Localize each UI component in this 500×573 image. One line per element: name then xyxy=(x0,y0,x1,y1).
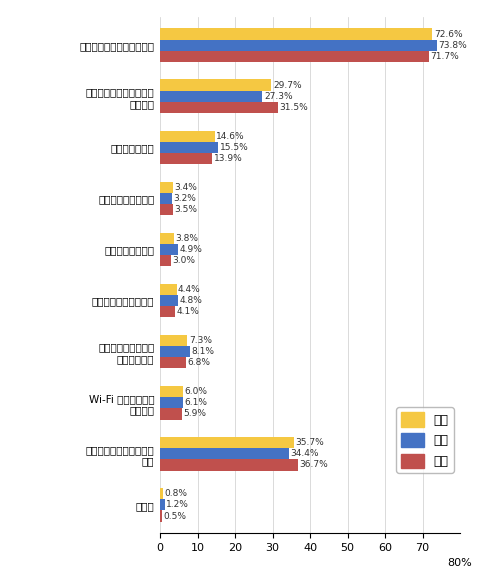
Text: 31.5%: 31.5% xyxy=(280,103,308,112)
Bar xyxy=(160,29,432,40)
Text: 6.0%: 6.0% xyxy=(184,387,207,396)
Bar xyxy=(160,409,182,419)
Text: 0.8%: 0.8% xyxy=(164,489,188,498)
Bar xyxy=(160,460,298,470)
Text: 4.4%: 4.4% xyxy=(178,285,201,294)
Bar xyxy=(160,193,172,204)
Text: 27.3%: 27.3% xyxy=(264,92,292,101)
Text: 4.8%: 4.8% xyxy=(180,296,203,305)
Bar xyxy=(160,182,173,193)
Text: 13.9%: 13.9% xyxy=(214,154,242,163)
Bar xyxy=(160,448,289,460)
Text: 3.8%: 3.8% xyxy=(176,234,199,243)
Text: 3.2%: 3.2% xyxy=(174,194,197,203)
Bar xyxy=(160,357,186,368)
Bar xyxy=(160,142,218,153)
Bar xyxy=(160,91,262,102)
Text: 80%: 80% xyxy=(448,558,472,568)
Text: 35.7%: 35.7% xyxy=(296,438,324,447)
Text: 3.4%: 3.4% xyxy=(174,183,197,192)
Bar xyxy=(160,233,174,244)
Text: 72.6%: 72.6% xyxy=(434,30,462,38)
Bar xyxy=(160,102,278,113)
Bar xyxy=(160,306,176,317)
Text: 6.1%: 6.1% xyxy=(184,398,208,407)
Text: 3.5%: 3.5% xyxy=(174,205,198,214)
Bar xyxy=(160,295,178,306)
Bar xyxy=(160,131,215,142)
Bar xyxy=(160,51,429,62)
Text: 15.5%: 15.5% xyxy=(220,143,248,152)
Bar xyxy=(160,255,171,266)
Text: 14.6%: 14.6% xyxy=(216,132,245,140)
Text: 6.8%: 6.8% xyxy=(187,358,210,367)
Bar xyxy=(160,386,182,397)
Bar xyxy=(160,511,162,521)
Bar xyxy=(160,40,437,51)
Bar xyxy=(160,437,294,448)
Text: 3.0%: 3.0% xyxy=(173,256,196,265)
Text: 5.9%: 5.9% xyxy=(184,410,206,418)
Bar xyxy=(160,80,272,91)
Text: 8.1%: 8.1% xyxy=(192,347,215,356)
Text: 4.9%: 4.9% xyxy=(180,245,203,254)
Bar xyxy=(160,397,183,409)
Text: 34.4%: 34.4% xyxy=(290,449,319,458)
Text: 73.8%: 73.8% xyxy=(438,41,467,50)
Text: 29.7%: 29.7% xyxy=(273,81,302,89)
Text: 0.5%: 0.5% xyxy=(164,512,186,520)
Bar xyxy=(160,204,173,215)
Text: 7.3%: 7.3% xyxy=(189,336,212,345)
Bar xyxy=(160,284,176,295)
Bar xyxy=(160,335,188,346)
Legend: 全体, 男性, 女性: 全体, 男性, 女性 xyxy=(396,407,454,473)
Bar xyxy=(160,244,178,255)
Bar xyxy=(160,153,212,164)
Text: 36.7%: 36.7% xyxy=(299,461,328,469)
Bar xyxy=(160,499,164,511)
Text: 1.2%: 1.2% xyxy=(166,500,189,509)
Text: 71.7%: 71.7% xyxy=(430,52,459,61)
Bar xyxy=(160,346,190,357)
Text: 4.1%: 4.1% xyxy=(177,307,200,316)
Bar xyxy=(160,488,163,499)
